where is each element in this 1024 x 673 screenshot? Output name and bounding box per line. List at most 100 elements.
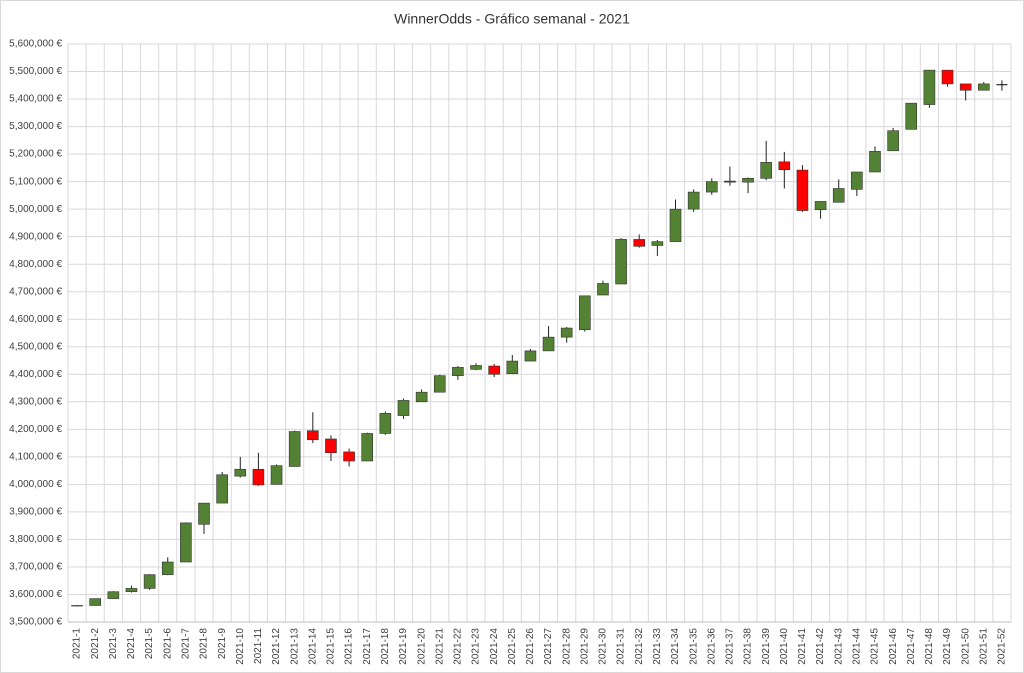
candle-body — [288, 431, 301, 467]
candle-body — [270, 465, 283, 485]
y-tick-label: 3,800,000 € — [9, 534, 62, 545]
candle-body — [307, 430, 319, 441]
x-tick-label: 2021-24 — [489, 628, 500, 665]
x-tick-label: 2021-46 — [888, 628, 899, 665]
x-tick-label: 2021-31 — [616, 628, 627, 665]
candle-body — [198, 502, 210, 525]
candle-body — [778, 161, 791, 171]
candle-body — [796, 169, 809, 211]
y-tick-label: 5,500,000 € — [9, 66, 62, 77]
y-tick-label: 4,800,000 € — [9, 259, 62, 270]
x-tick-label: 2021-32 — [634, 628, 645, 665]
candle-body — [343, 451, 355, 462]
candle-body — [959, 83, 972, 91]
x-tick-label: 2021-13 — [289, 628, 300, 665]
candle-body — [851, 171, 863, 190]
candle-body — [379, 413, 392, 434]
x-tick-label: 2021-18 — [380, 628, 391, 665]
x-tick-label: 2021-43 — [833, 628, 844, 665]
candle-body — [488, 365, 500, 375]
x-tick-label: 2021-2 — [90, 628, 101, 660]
candle-body — [397, 400, 410, 416]
y-tick-label: 4,000,000 € — [9, 479, 62, 490]
y-tick-label: 4,300,000 € — [9, 396, 62, 407]
y-tick-label: 4,900,000 € — [9, 231, 62, 242]
candle-body — [125, 588, 138, 593]
candle-body — [705, 181, 718, 193]
candle-body — [452, 367, 464, 376]
candle-body — [180, 522, 192, 563]
y-tick-label: 5,100,000 € — [9, 176, 62, 187]
y-tick-label: 5,600,000 € — [9, 39, 62, 50]
candle-body — [651, 241, 664, 246]
candle-body — [71, 605, 83, 607]
candle-body — [560, 327, 573, 338]
x-tick-label: 2021-23 — [471, 628, 482, 665]
candle-body — [887, 130, 899, 152]
candle-body — [415, 391, 428, 403]
x-tick-label: 2021-36 — [706, 628, 717, 665]
candle-body — [470, 365, 482, 370]
y-tick-label: 3,500,000 € — [9, 617, 62, 628]
x-tick-label: 2021-9 — [217, 628, 228, 660]
candle-body — [869, 151, 881, 173]
x-tick-label: 2021-30 — [598, 628, 609, 665]
x-tick-label: 2021-28 — [561, 628, 572, 665]
x-tick-label: 2021-1 — [72, 628, 83, 660]
candle-body — [89, 598, 102, 606]
x-tick-label: 2021-12 — [271, 628, 282, 665]
x-tick-label: 2021-35 — [688, 628, 699, 665]
candle-body — [234, 468, 247, 477]
x-tick-label: 2021-7 — [181, 628, 192, 660]
y-tick-label: 5,000,000 € — [9, 204, 62, 215]
candle-body — [977, 83, 990, 91]
x-tick-label: 2021-17 — [362, 628, 373, 665]
candle-body — [941, 69, 954, 85]
y-tick-label: 5,400,000 € — [9, 94, 62, 105]
x-tick-label: 2021-27 — [543, 628, 554, 665]
x-tick-label: 2021-29 — [579, 628, 590, 665]
x-tick-label: 2021-50 — [960, 628, 971, 665]
candle-body — [506, 360, 519, 375]
candle-body — [433, 375, 446, 393]
candle-body — [669, 208, 682, 242]
y-tick-label: 3,900,000 € — [9, 507, 62, 518]
y-tick-label: 4,600,000 € — [9, 314, 62, 325]
candle-body — [597, 283, 609, 296]
candle-body — [724, 180, 736, 183]
candle-body — [143, 574, 156, 589]
candle-body — [832, 188, 845, 203]
x-tick-label: 2021-26 — [525, 628, 536, 665]
candle-body — [760, 162, 772, 179]
candle-body — [542, 336, 555, 352]
x-tick-label: 2021-40 — [779, 628, 790, 665]
x-tick-label: 2021-38 — [743, 628, 754, 665]
x-tick-label: 2021-25 — [507, 628, 518, 665]
y-tick-label: 3,700,000 € — [9, 562, 62, 573]
x-tick-label: 2021-42 — [815, 628, 826, 665]
x-tick-label: 2021-41 — [797, 628, 808, 665]
candle-body — [216, 474, 228, 504]
x-tick-label: 2021-44 — [851, 628, 862, 665]
candle-body — [579, 295, 591, 330]
y-tick-label: 5,300,000 € — [9, 121, 62, 132]
x-tick-label: 2021-8 — [199, 628, 210, 660]
x-tick-label: 2021-33 — [652, 628, 663, 665]
candle-body — [161, 561, 174, 575]
x-tick-label: 2021-6 — [162, 628, 173, 660]
x-tick-label: 2021-52 — [997, 628, 1008, 665]
x-tick-label: 2021-21 — [434, 628, 445, 665]
candle-body — [361, 433, 374, 462]
x-tick-label: 2021-3 — [108, 628, 119, 660]
x-tick-label: 2021-10 — [235, 628, 246, 665]
x-tick-label: 2021-15 — [326, 628, 337, 665]
candle-body — [252, 468, 265, 486]
y-tick-label: 4,200,000 € — [9, 424, 62, 435]
chart-title: WinnerOdds - Gráfico semanal - 2021 — [394, 11, 630, 27]
y-tick-label: 4,500,000 € — [9, 341, 62, 352]
candle-body — [107, 591, 120, 599]
candle-body — [742, 178, 754, 183]
x-tick-label: 2021-19 — [398, 628, 409, 665]
x-tick-label: 2021-49 — [942, 628, 953, 665]
